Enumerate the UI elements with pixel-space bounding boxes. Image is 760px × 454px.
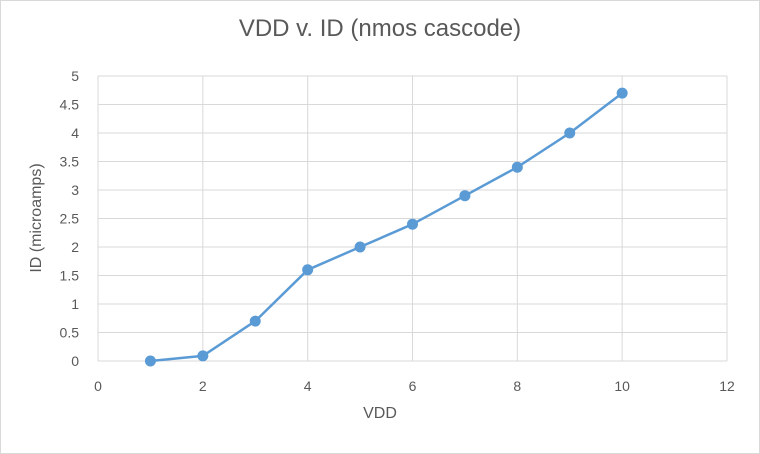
data-point [616, 87, 628, 99]
y-tick-label: 2.5 [60, 211, 80, 227]
data-point [144, 355, 156, 367]
data-point [511, 161, 523, 173]
x-tick-label: 0 [94, 378, 102, 394]
x-tick-label: 12 [719, 378, 735, 394]
y-tick-label: 0.5 [60, 325, 80, 341]
y-tick-label: 5 [71, 68, 79, 84]
x-axis-title: VDD [363, 405, 397, 422]
y-tick-label: 3.5 [60, 154, 80, 170]
data-point [354, 241, 366, 253]
data-point [302, 264, 314, 276]
x-tick-label: 6 [409, 378, 417, 394]
data-point [249, 315, 261, 327]
y-tick-label: 4.5 [60, 97, 80, 113]
y-tick-label: 2 [71, 239, 79, 255]
y-tick-label: 1 [71, 296, 79, 312]
data-point [197, 350, 209, 362]
data-point [407, 218, 418, 230]
y-tick-label: 0 [71, 353, 79, 369]
x-tick-label: 10 [614, 378, 630, 394]
x-tick-label: 8 [513, 378, 521, 394]
data-point [564, 127, 576, 139]
x-tick-label: 2 [199, 378, 207, 394]
series-line [150, 92, 623, 363]
chart-title: VDD v. ID (nmos cascode) [238, 15, 522, 42]
y-tick-label: 1.5 [60, 268, 80, 284]
data-point [459, 190, 471, 202]
y-tick-label: 3 [71, 182, 79, 198]
x-tick-label: 4 [304, 378, 312, 394]
y-tick-label: 4 [71, 125, 79, 141]
